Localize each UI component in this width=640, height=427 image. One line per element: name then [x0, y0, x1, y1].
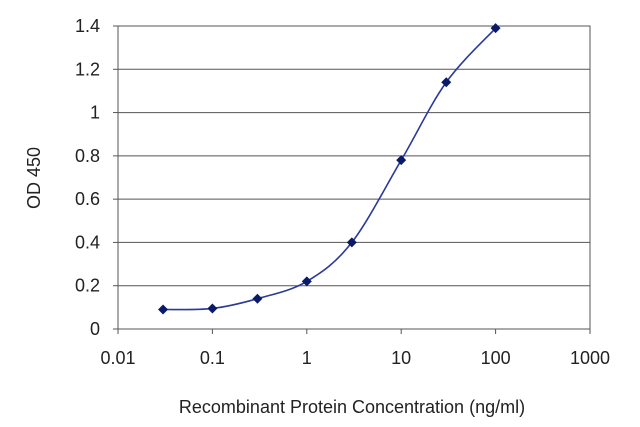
data-point: [346, 237, 357, 248]
y-axis: 0 0.2 0.4 0.6 0.8 1 1.2 1.4: [75, 16, 118, 339]
series-layer: [158, 23, 501, 315]
x-tick-label: 1000: [570, 348, 610, 368]
y-tick-label: 0.6: [75, 189, 100, 209]
gridlines: [118, 68, 590, 287]
data-point: [490, 23, 501, 34]
series-line: [163, 27, 497, 311]
x-tick-label: 100: [481, 348, 511, 368]
data-point: [441, 77, 452, 88]
data-point: [158, 304, 169, 315]
x-tick-label: 0.01: [100, 348, 135, 368]
y-tick-label: 1.2: [75, 59, 100, 79]
y-tick-label: 1.4: [75, 16, 100, 36]
x-tick-label: 0.1: [200, 348, 225, 368]
x-tick-label: 10: [391, 348, 411, 368]
plot-area-frame: [117, 25, 591, 330]
y-tick-label: 1: [90, 103, 100, 123]
x-axis: 0.01 0.1 1 10 100 1000: [100, 329, 610, 368]
y-tick-label: 0.2: [75, 276, 100, 296]
data-point: [252, 293, 263, 304]
data-point: [396, 155, 407, 166]
x-axis-title: Recombinant Protein Concentration (ng/ml…: [179, 397, 525, 417]
y-tick-label: 0.8: [75, 146, 100, 166]
y-tick-label: 0.4: [75, 232, 100, 252]
y-axis-title: OD 450: [24, 147, 44, 209]
data-point: [301, 276, 312, 287]
data-point: [207, 303, 218, 314]
y-tick-label: 0: [90, 319, 100, 339]
x-tick-label: 1: [302, 348, 312, 368]
